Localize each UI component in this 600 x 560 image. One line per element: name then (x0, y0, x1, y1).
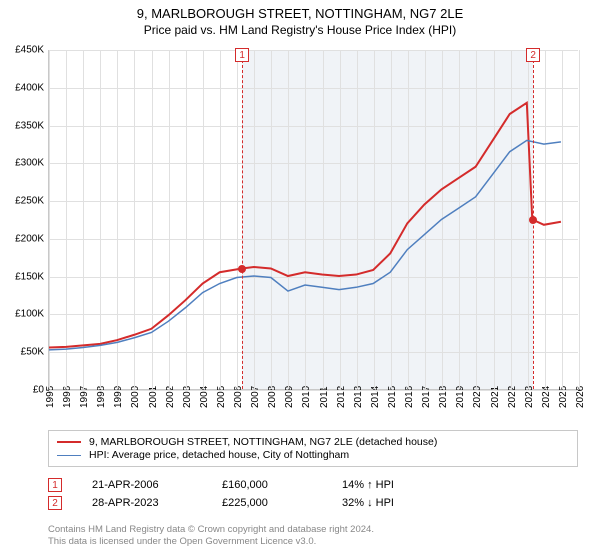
legend-item: 9, MARLBOROUGH STREET, NOTTINGHAM, NG7 2… (57, 436, 569, 448)
footer-line-1: Contains HM Land Registry data © Crown c… (48, 524, 578, 536)
legend-item: HPI: Average price, detached house, City… (57, 449, 569, 461)
data-marker (238, 265, 246, 273)
transaction-row: 1 21-APR-2006 £160,000 14% ↑ HPI (48, 478, 578, 492)
chart-title: 9, MARLBOROUGH STREET, NOTTINGHAM, NG7 2… (0, 6, 600, 21)
legend-label: 9, MARLBOROUGH STREET, NOTTINGHAM, NG7 2… (89, 436, 437, 448)
transaction-date: 21-APR-2006 (92, 479, 192, 491)
y-tick-label: £250K (0, 196, 44, 207)
y-tick-label: £150K (0, 271, 44, 282)
y-tick-label: £400K (0, 82, 44, 93)
reference-badge: 1 (235, 48, 249, 62)
transaction-delta: 14% ↑ HPI (342, 479, 394, 491)
series-svg (49, 50, 578, 389)
transaction-badge: 2 (48, 496, 62, 510)
legend-swatch (57, 455, 81, 456)
legend-swatch (57, 441, 81, 443)
transactions: 1 21-APR-2006 £160,000 14% ↑ HPI 2 28-APR-202… (48, 474, 578, 514)
y-tick-label: £200K (0, 233, 44, 244)
series-property (49, 103, 561, 348)
transaction-row: 2 28-APR-2023 £225,000 32% ↓ HPI (48, 496, 578, 510)
gridline (49, 390, 578, 391)
transaction-badge: 1 (48, 478, 62, 492)
y-tick-label: £300K (0, 158, 44, 169)
y-tick-label: £50K (0, 347, 44, 358)
legend: 9, MARLBOROUGH STREET, NOTTINGHAM, NG7 2… (48, 430, 578, 467)
footer: Contains HM Land Registry data © Crown c… (48, 524, 578, 549)
chart-subtitle: Price paid vs. HM Land Registry's House … (0, 23, 600, 37)
y-tick-label: £100K (0, 309, 44, 320)
transaction-delta: 32% ↓ HPI (342, 497, 394, 509)
data-marker (529, 216, 537, 224)
y-tick-label: £0 (0, 385, 44, 396)
reference-badge: 2 (526, 48, 540, 62)
footer-line-2: This data is licensed under the Open Gov… (48, 536, 578, 548)
series-hpi (49, 140, 561, 349)
y-tick-label: £450K (0, 45, 44, 56)
reference-line (242, 50, 243, 389)
legend-label: HPI: Average price, detached house, City… (89, 449, 349, 461)
y-tick-label: £350K (0, 120, 44, 131)
transaction-date: 28-APR-2023 (92, 497, 192, 509)
transaction-price: £225,000 (222, 497, 312, 509)
chart-area: £0£50K£100K£150K£200K£250K£300K£350K£400… (48, 50, 578, 390)
transaction-price: £160,000 (222, 479, 312, 491)
gridline (579, 50, 580, 389)
